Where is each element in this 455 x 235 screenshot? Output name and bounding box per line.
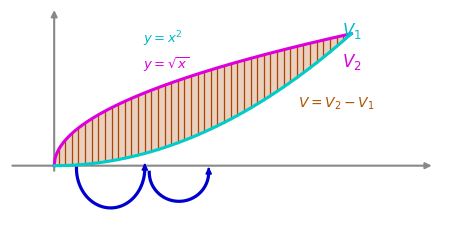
Text: $y=x^2$: $y=x^2$ bbox=[143, 29, 182, 49]
Text: $y=\sqrt{x}$: $y=\sqrt{x}$ bbox=[143, 55, 189, 74]
Text: $V = V_2 - V_1$: $V = V_2 - V_1$ bbox=[297, 96, 374, 112]
Text: $V_2$: $V_2$ bbox=[342, 52, 361, 72]
Text: $V_1$: $V_1$ bbox=[342, 21, 361, 41]
